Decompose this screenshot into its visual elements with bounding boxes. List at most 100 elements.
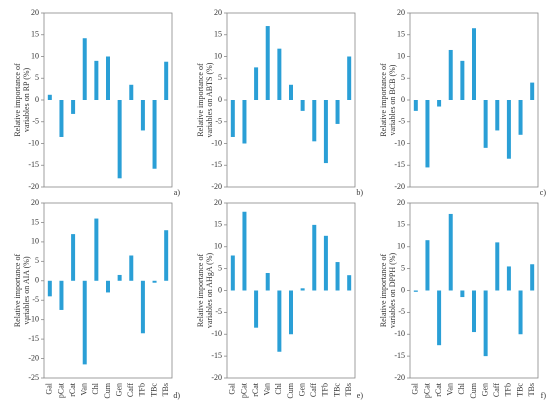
y-tick-label: 5 — [35, 256, 39, 265]
y-tick-label: 15 — [397, 30, 405, 39]
y-axis-label: Relative importance of — [13, 63, 22, 137]
y-tick-label: 10 — [31, 51, 39, 60]
y-tick-label: 0 — [401, 285, 405, 294]
bar — [437, 100, 442, 107]
y-tick-label: -15 — [394, 160, 405, 169]
bar — [94, 218, 99, 281]
y-tick-label: -15 — [211, 160, 222, 169]
x-tick-label: Caff — [126, 383, 135, 397]
y-tick-label: -15 — [28, 160, 39, 169]
bar — [254, 67, 259, 100]
bar — [506, 266, 511, 291]
y-tick-label: 20 — [397, 8, 405, 17]
y-axis-label: variables on AIA (%) — [22, 256, 31, 325]
y-axis-label: variables on RP (%) — [22, 67, 31, 132]
y-tick-label: -15 — [211, 351, 222, 360]
bar — [82, 38, 87, 100]
y-tick-label: 10 — [31, 237, 39, 246]
bar — [106, 280, 110, 293]
x-tick-label: Cum — [469, 382, 478, 398]
y-tick-label: 5 — [218, 263, 222, 272]
y-tick-label: 20 — [31, 198, 39, 207]
y-tick-label: -10 — [211, 138, 222, 147]
bar — [413, 290, 418, 292]
y-tick-label: 0 — [35, 95, 39, 104]
y-tick-label: 20 — [397, 198, 405, 207]
bar — [495, 242, 500, 291]
y-tick-label: -20 — [28, 182, 39, 191]
bar — [59, 100, 64, 137]
y-tick-label: 10 — [397, 51, 405, 60]
bar — [129, 84, 134, 100]
bar — [289, 84, 293, 100]
bar — [335, 262, 340, 291]
x-tick-label: Gal — [411, 382, 420, 394]
bar — [483, 100, 488, 148]
x-tick-label: TBc — [515, 383, 524, 397]
y-tick-label: 0 — [401, 95, 405, 104]
bar — [242, 211, 247, 291]
y-tick-label: 10 — [397, 242, 405, 251]
bar — [506, 100, 511, 159]
y-tick-label: 5 — [401, 73, 405, 82]
y-tick-label: -15 — [28, 334, 39, 343]
y-tick-label: -20 — [211, 373, 222, 382]
y-axis-label: variables on AHgA (%) — [205, 253, 214, 329]
bar — [437, 290, 442, 346]
y-tick-label: 15 — [31, 30, 39, 39]
bar — [347, 275, 352, 291]
bar — [495, 100, 500, 131]
x-tick-label: rCat — [434, 382, 443, 397]
bar — [312, 100, 317, 142]
bar — [47, 280, 52, 297]
y-tick-label: -10 — [28, 138, 39, 147]
bar — [140, 280, 145, 334]
panel-label: e) — [357, 391, 364, 400]
bar — [472, 28, 476, 101]
y-tick-label: -10 — [211, 329, 222, 338]
panel-label: c) — [540, 188, 547, 197]
y-tick-label: -5 — [215, 307, 222, 316]
y-tick-label: 5 — [401, 263, 405, 272]
bar — [448, 49, 453, 100]
bar — [265, 26, 270, 100]
x-tick-label: TFb — [138, 383, 147, 396]
bar — [152, 100, 157, 169]
y-tick-label: 15 — [397, 220, 405, 229]
bar — [117, 100, 122, 179]
x-tick-label: Caff — [309, 383, 318, 397]
bar — [448, 213, 453, 291]
bar — [289, 290, 293, 335]
y-tick-label: -20 — [211, 182, 222, 191]
y-tick-label: -25 — [28, 373, 39, 382]
x-tick-label: Gal — [228, 382, 237, 394]
bar — [140, 100, 145, 131]
bar — [530, 82, 535, 100]
x-tick-label: Caff — [492, 383, 501, 397]
x-tick-label: rCat — [251, 382, 260, 397]
y-axis-label: variables on BCB (%) — [388, 64, 397, 135]
y-tick-label: -15 — [394, 351, 405, 360]
panel-label: a) — [174, 188, 181, 197]
y-axis-label: Relative importance of — [196, 254, 205, 328]
y-tick-label: -5 — [398, 307, 405, 316]
x-tick-label: Gen — [114, 383, 123, 396]
y-tick-label: 5 — [35, 73, 39, 82]
y-axis-label: Relative importance of — [379, 254, 388, 328]
bar — [530, 264, 535, 291]
bar — [71, 100, 76, 114]
bar — [472, 290, 476, 333]
x-tick-label: pCat — [56, 382, 65, 398]
bar — [164, 230, 169, 281]
bar — [425, 100, 430, 168]
y-tick-label: -20 — [394, 373, 405, 382]
x-tick-label: Van — [263, 383, 272, 395]
y-axis-label: Relative importance of — [196, 63, 205, 137]
bar — [230, 100, 235, 137]
y-tick-label: 15 — [214, 220, 222, 229]
x-tick-label: TBs — [527, 383, 536, 396]
bar — [242, 100, 247, 144]
y-tick-label: 15 — [214, 30, 222, 39]
x-tick-label: Van — [446, 383, 455, 395]
